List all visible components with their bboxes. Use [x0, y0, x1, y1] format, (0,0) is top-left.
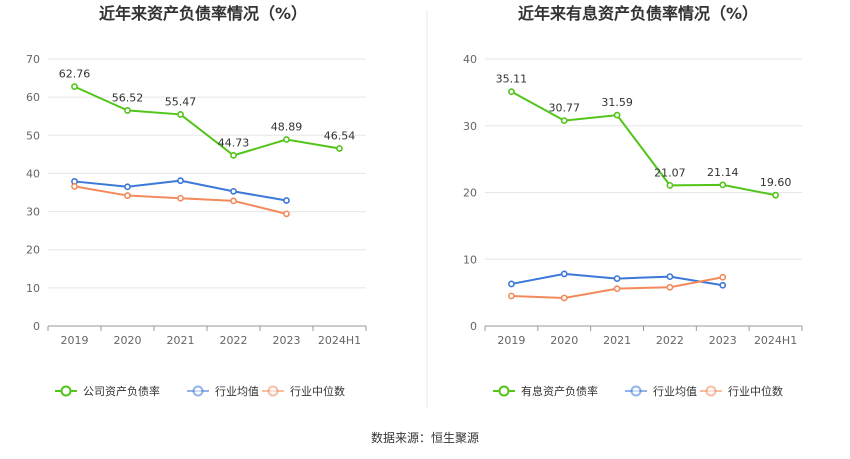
data-point: [71, 83, 78, 91]
legend-marker: [630, 385, 642, 397]
data-point: [719, 281, 727, 289]
data-label: 21.07: [654, 166, 686, 179]
data-point: [666, 181, 674, 189]
data-point: [560, 294, 568, 302]
data-label: 35.11: [496, 73, 528, 86]
data-point: [283, 210, 290, 218]
legend-marker: [498, 385, 510, 397]
y-tick-label: 0: [470, 320, 477, 333]
legend-label: 行业均值: [215, 385, 259, 398]
data-point: [230, 197, 237, 205]
data-point: [336, 145, 343, 152]
x-tick-label: 2021: [167, 334, 195, 347]
x-tick-label: 2024H1: [754, 334, 797, 347]
legend-marker: [267, 385, 279, 397]
y-tick-label: 60: [26, 91, 40, 104]
data-point: [666, 273, 674, 281]
y-tick-label: 50: [26, 129, 40, 142]
legend-marker: [60, 385, 72, 397]
data-point: [124, 192, 131, 199]
y-tick-label: 10: [26, 282, 40, 295]
legend-label: 行业中位数: [728, 384, 783, 398]
source-note: 数据来源：恒生聚源: [371, 430, 479, 445]
x-tick-label: 2020: [550, 334, 578, 347]
legend-label: 行业中位数: [290, 384, 345, 398]
data-point: [508, 88, 515, 96]
data-point: [613, 275, 621, 283]
data-label: 62.76: [59, 68, 91, 81]
y-tick-label: 30: [463, 120, 477, 133]
data-point: [719, 273, 727, 281]
data-point: [508, 292, 515, 300]
series-line: [74, 85, 340, 157]
data-label: 46.54: [324, 129, 356, 142]
data-point: [508, 280, 515, 288]
data-point: [230, 187, 237, 195]
x-tick-label: 2021: [603, 334, 631, 347]
x-tick-label: 2020: [114, 334, 142, 347]
data-label: 21.14: [707, 166, 739, 179]
data-point: [613, 285, 621, 293]
series-line: [510, 90, 776, 197]
y-tick-label: 70: [26, 53, 40, 66]
y-tick-label: 20: [463, 187, 477, 200]
y-tick-label: 30: [26, 206, 40, 219]
data-label: 44.73: [218, 136, 250, 149]
legend-label: 行业均值: [653, 385, 697, 398]
data-point: [230, 151, 237, 159]
data-label: 30.77: [549, 102, 581, 115]
chart-title: 近年来资产负债率情况（%）: [99, 4, 307, 23]
data-point: [560, 270, 568, 278]
data-point: [283, 197, 290, 204]
data-point: [666, 283, 674, 291]
data-label: 31.59: [601, 96, 633, 109]
x-tick-label: 2022: [220, 334, 248, 347]
data-point: [613, 111, 621, 119]
x-tick-label: 2022: [656, 334, 684, 347]
legend-marker: [192, 385, 204, 397]
data-point: [124, 107, 131, 114]
data-point: [177, 111, 184, 118]
chart-title: 近年来有息资产负债率情况（%）: [518, 4, 758, 23]
y-tick-label: 20: [26, 244, 40, 257]
data-point: [772, 191, 779, 199]
data-point: [124, 183, 131, 191]
y-tick-label: 0: [33, 320, 40, 333]
x-tick-label: 2019: [497, 334, 525, 347]
data-point: [719, 181, 727, 189]
legend-marker: [705, 385, 717, 397]
data-label: 56.52: [112, 91, 144, 104]
x-tick-label: 2024H1: [318, 334, 361, 347]
data-label: 55.47: [165, 95, 197, 108]
data-point: [177, 194, 184, 202]
data-label: 19.60: [760, 176, 792, 189]
data-point: [177, 177, 184, 185]
y-tick-label: 40: [26, 167, 40, 180]
legend-label: 公司资产负债率: [83, 384, 160, 398]
x-tick-label: 2019: [61, 334, 89, 347]
y-tick-label: 10: [463, 253, 477, 266]
y-tick-label: 40: [463, 53, 477, 66]
x-tick-label: 2023: [273, 334, 301, 347]
x-tick-label: 2023: [709, 334, 737, 347]
data-label: 48.89: [271, 121, 303, 134]
data-point: [71, 182, 78, 190]
legend-label: 有息资产负债率: [521, 384, 598, 398]
data-point: [560, 117, 568, 125]
data-point: [283, 136, 290, 143]
